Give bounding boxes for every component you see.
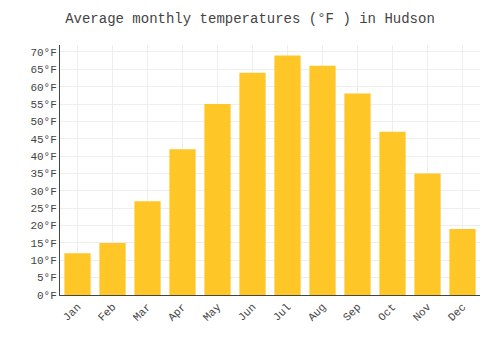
svg-text:Oct: Oct [376, 301, 398, 323]
svg-text:Aug: Aug [306, 301, 328, 323]
svg-text:20°F: 20°F [30, 220, 56, 232]
svg-text:Feb: Feb [96, 301, 118, 323]
svg-text:Nov: Nov [411, 301, 434, 324]
svg-text:10°F: 10°F [30, 255, 56, 267]
svg-text:Jan: Jan [61, 301, 83, 323]
svg-text:Mar: Mar [131, 301, 153, 323]
svg-text:45°F: 45°F [30, 134, 56, 146]
svg-text:30°F: 30°F [30, 186, 56, 198]
svg-text:Jul: Jul [271, 301, 293, 323]
svg-text:25°F: 25°F [30, 203, 56, 215]
svg-text:0°F: 0°F [37, 290, 57, 302]
svg-text:40°F: 40°F [30, 151, 56, 163]
svg-text:15°F: 15°F [30, 238, 56, 250]
svg-text:Dec: Dec [446, 301, 468, 323]
svg-text:May: May [201, 301, 224, 324]
svg-text:50°F: 50°F [30, 116, 56, 128]
svg-text:Sep: Sep [341, 301, 363, 323]
svg-text:65°F: 65°F [30, 64, 56, 76]
svg-text:35°F: 35°F [30, 168, 56, 180]
svg-text:60°F: 60°F [30, 82, 56, 94]
svg-text:70°F: 70°F [30, 47, 56, 59]
svg-text:55°F: 55°F [30, 99, 56, 111]
svg-text:Apr: Apr [166, 301, 188, 323]
svg-text:5°F: 5°F [37, 272, 57, 284]
svg-text:Jun: Jun [236, 301, 258, 323]
svg-text:Average monthly temperatures (: Average monthly temperatures (°F ) in Hu… [65, 11, 435, 27]
